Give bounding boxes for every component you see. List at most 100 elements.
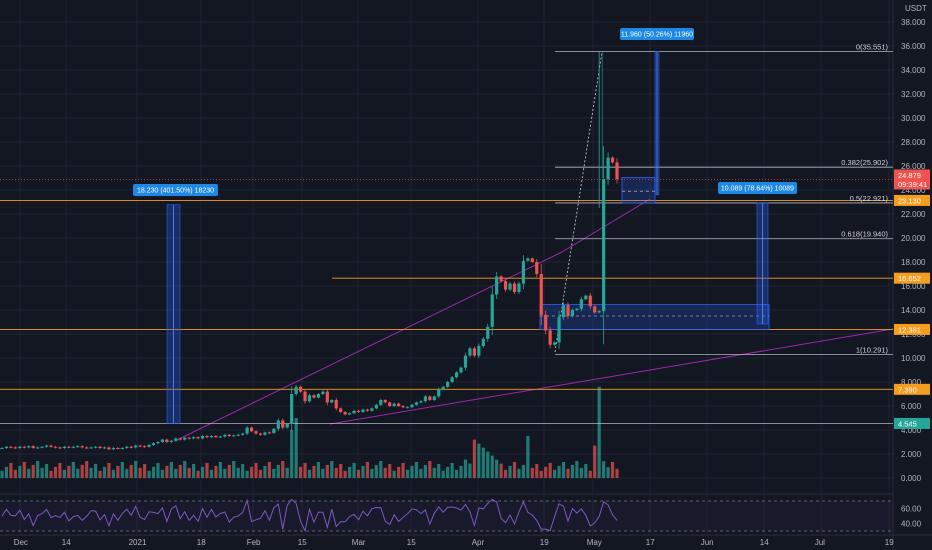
candle-body — [218, 436, 222, 438]
volume-bar — [93, 463, 98, 478]
rsi-tick-label: 40.00 — [901, 520, 922, 529]
candle-body — [472, 348, 476, 356]
candle-body — [575, 308, 579, 310]
volume-bar — [196, 470, 200, 478]
volume-bar — [423, 464, 427, 478]
volume-bar — [71, 461, 75, 478]
candle-body — [214, 436, 218, 438]
volume-bar — [428, 460, 432, 478]
measure-tag — [620, 28, 694, 40]
price-tick-label: 4.000 — [901, 426, 922, 435]
volume-bar — [566, 468, 570, 478]
candle-body — [615, 162, 619, 180]
candle-body — [325, 391, 329, 403]
volume-bar — [597, 386, 601, 478]
target-box[interactable] — [621, 176, 656, 204]
volume-bar — [446, 466, 450, 478]
candle-body — [579, 299, 583, 309]
volume-bar — [276, 464, 280, 478]
time-tick-label: 19 — [540, 538, 549, 547]
candle-body — [111, 448, 116, 450]
candle-body — [610, 157, 615, 163]
candle-body — [62, 446, 66, 448]
volume-bar — [169, 461, 173, 478]
volume-bar — [374, 464, 378, 478]
time-tick-label: 14 — [760, 538, 769, 547]
candle-body — [236, 434, 240, 436]
candle-body — [490, 294, 494, 327]
trendline-lower — [329, 328, 894, 425]
volume-bar — [227, 464, 231, 478]
candle-body — [267, 432, 271, 434]
candle-body — [343, 412, 347, 415]
volume-bar — [388, 463, 392, 478]
candle-body — [370, 408, 374, 411]
countdown-label: 09:39:41 — [898, 180, 927, 189]
volume-bar — [486, 451, 490, 478]
time-tick-label: 2021 — [129, 538, 147, 547]
candle-body — [539, 274, 543, 315]
price-tick-label: 16.000 — [901, 282, 926, 291]
price-axis-tag-label: 7.390 — [898, 385, 917, 394]
price-axis-tag — [894, 169, 930, 190]
price-tick-label: 24.000 — [901, 186, 926, 195]
candle-body — [93, 446, 98, 448]
volume-bar — [432, 467, 436, 478]
candle-body — [499, 276, 503, 282]
price-axis-tag — [894, 194, 930, 206]
candle-body — [428, 396, 432, 400]
volume-bar — [205, 462, 209, 478]
volume-bar — [223, 468, 227, 478]
candle-body — [530, 258, 534, 262]
volume-bar — [303, 462, 307, 478]
candle-body — [298, 386, 303, 392]
volume-bar — [397, 466, 401, 478]
time-tick-label: May — [587, 538, 602, 547]
time-tick-label: 14 — [62, 538, 71, 547]
price-tick-label: 34.000 — [901, 66, 926, 75]
volume-bar — [575, 460, 579, 478]
volume-bar — [165, 465, 169, 478]
volume-bar — [316, 461, 321, 478]
volume-bar — [437, 463, 441, 478]
candle-body — [156, 442, 160, 444]
candle-body — [107, 447, 111, 450]
volume-bar — [187, 467, 191, 478]
measure-tag — [133, 184, 218, 196]
volume-bar — [557, 465, 561, 478]
range-box[interactable] — [539, 304, 770, 330]
time-tick-label: 15 — [298, 538, 307, 547]
volume-bar — [526, 436, 530, 478]
price-tick-label: 0.000 — [901, 474, 922, 483]
candle-body — [80, 446, 84, 448]
price-tick-label: 10.000 — [901, 354, 926, 363]
candle-body — [27, 446, 31, 448]
volume-bar — [44, 463, 49, 478]
volume-bar — [356, 469, 361, 478]
volume-bar — [325, 464, 329, 478]
volume-bar — [530, 467, 534, 478]
volume-bar — [129, 464, 133, 478]
candle-body — [450, 377, 454, 382]
volume-bar — [343, 470, 347, 478]
candle-body — [285, 424, 289, 428]
volume-bar — [370, 468, 374, 478]
volume-bar — [330, 460, 334, 478]
volume-bar — [339, 463, 343, 478]
volume-bar — [249, 466, 254, 478]
volume-bar — [0, 470, 4, 478]
candle-body — [49, 445, 53, 447]
volume-bar — [298, 466, 303, 478]
volume-bar — [450, 462, 454, 478]
volume-bar — [401, 462, 405, 478]
time-tick-label: Jul — [815, 538, 825, 547]
volume-bar — [548, 462, 552, 478]
volume-bar — [192, 463, 196, 478]
volume-bar — [606, 467, 610, 478]
candle-body — [454, 372, 459, 378]
volume-bar — [147, 470, 151, 478]
candle-body — [321, 391, 325, 394]
candle-body — [388, 402, 392, 406]
